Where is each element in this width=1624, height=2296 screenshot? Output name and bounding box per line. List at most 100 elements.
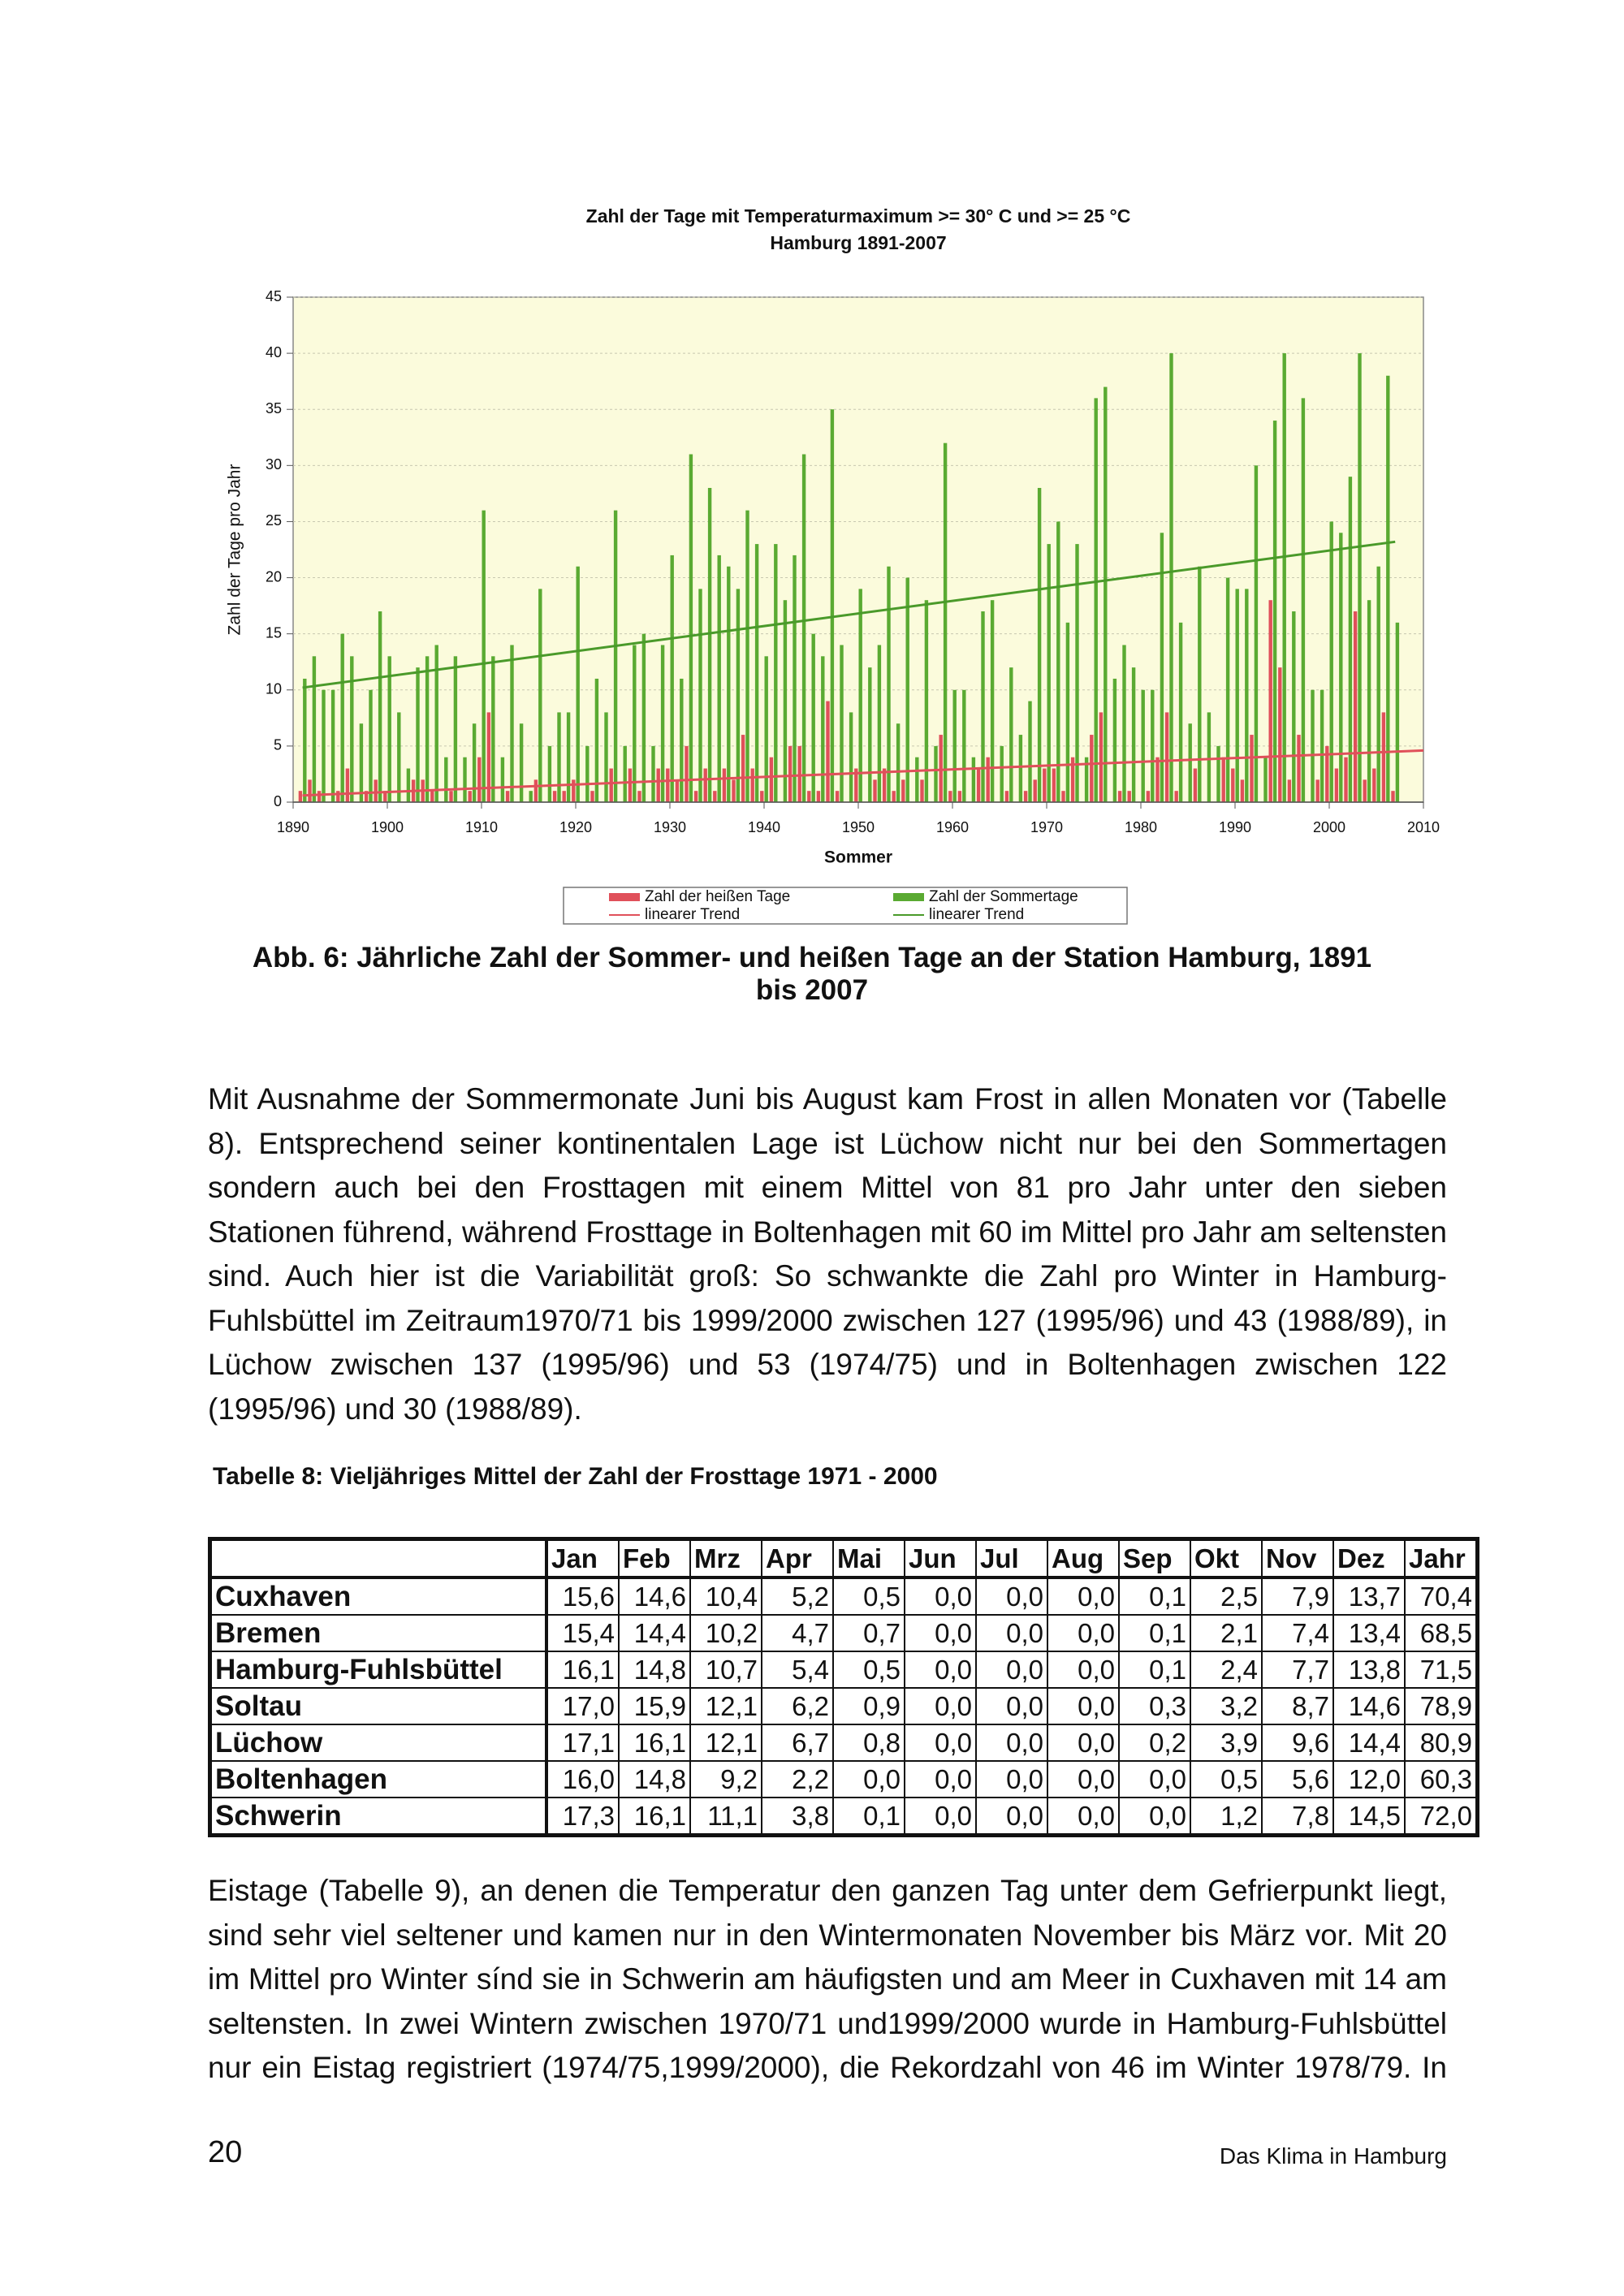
legend-swatch: [893, 893, 924, 901]
bar: [892, 791, 896, 802]
bar: [1216, 745, 1220, 802]
bar: [576, 566, 580, 802]
bar: [713, 791, 717, 802]
y-tick-label: 5: [274, 737, 282, 753]
bar: [449, 791, 453, 802]
bar: [948, 791, 952, 802]
legend-label: linearer Trend: [929, 906, 1024, 923]
station-name: Lüchow: [209, 1724, 548, 1762]
bar: [317, 791, 322, 802]
x-tick-label: 1930: [654, 819, 686, 835]
bar: [430, 791, 434, 802]
bar: [934, 745, 938, 802]
page-number: 20: [208, 2135, 243, 2169]
bar: [924, 600, 929, 802]
table-cell: 14,4: [1332, 1724, 1406, 1762]
bar: [1221, 757, 1225, 802]
bar: [651, 745, 655, 802]
bar: [868, 667, 872, 802]
table-cell: 15,6: [546, 1577, 620, 1616]
bar: [1131, 667, 1136, 802]
column-header: Nov: [1261, 1538, 1334, 1579]
bar: [807, 791, 811, 802]
bar: [1353, 611, 1358, 802]
bar: [613, 510, 618, 802]
x-tick-label: 1890: [277, 819, 309, 835]
column-header: Apr: [761, 1538, 834, 1579]
bar: [1325, 745, 1329, 802]
table-cell: 0,0: [975, 1797, 1048, 1836]
bar: [1320, 689, 1324, 802]
bar: [698, 589, 702, 802]
bar: [736, 589, 741, 802]
column-header: Feb: [618, 1538, 691, 1579]
bar: [1278, 667, 1282, 802]
bar: [1169, 353, 1173, 803]
column-header: Sep: [1118, 1538, 1191, 1579]
bar: [374, 779, 378, 802]
bar: [835, 791, 840, 802]
bar: [472, 723, 477, 802]
bar: [298, 791, 303, 802]
table-cell: 13,7: [1332, 1577, 1406, 1616]
bar: [491, 656, 495, 802]
bar: [538, 589, 542, 802]
bar: [594, 678, 599, 802]
x-tick-label: 2000: [1313, 819, 1345, 835]
table-cell: 2,1: [1190, 1614, 1263, 1652]
table-cell: 12,1: [689, 1724, 762, 1762]
bar: [769, 757, 774, 802]
bar: [703, 768, 707, 802]
bar: [552, 791, 557, 802]
table-row: Schwerin 17,3 16,1 11,1 3,8 0,1 0,0 0,0 0,0 0,0 1,…: [209, 1797, 1479, 1836]
x-tick-label: 1940: [748, 819, 780, 835]
table-cell: 0,9: [832, 1687, 905, 1725]
bar: [1391, 791, 1395, 802]
bar: [453, 656, 458, 802]
bar: [312, 656, 317, 802]
bar: [675, 779, 680, 802]
bar: [557, 712, 561, 802]
table-cell: 0,1: [1118, 1577, 1191, 1616]
bar: [505, 791, 510, 802]
table-cell: 0,0: [975, 1577, 1048, 1616]
bar: [1009, 667, 1013, 802]
figure-caption: Abb. 6: Jährliche Zahl der Sommer- und h…: [252, 942, 1372, 1006]
table-cell: 0,0: [1047, 1577, 1120, 1616]
bar: [826, 701, 830, 802]
x-tick-label: 1920: [559, 819, 592, 835]
table-cell: 3,9: [1190, 1724, 1263, 1762]
bar: [1254, 465, 1259, 802]
bar: [707, 487, 712, 802]
bar: [1386, 375, 1390, 802]
bar: [590, 791, 594, 802]
plot-area: [292, 296, 1424, 803]
table-cell: 5,6: [1261, 1760, 1334, 1798]
table-cell: 10,7: [689, 1651, 762, 1689]
bar: [1287, 779, 1292, 802]
bar: [633, 645, 637, 802]
table-row: Soltau 17,0 15,9 12,1 6,2 0,9 0,0 0,0 0,0 0,3 3,2 8…: [209, 1687, 1479, 1725]
bar: [750, 768, 754, 802]
table-cell: 14,4: [618, 1614, 691, 1652]
y-tick-label: 25: [266, 512, 282, 529]
bar: [1018, 735, 1023, 802]
bar: [1240, 779, 1245, 802]
bar: [1094, 398, 1098, 802]
bar: [444, 757, 448, 802]
table-cell: 6,7: [761, 1724, 834, 1762]
y-tick-label: 15: [266, 624, 282, 641]
bar: [858, 589, 862, 802]
table-cell: 12,0: [1332, 1760, 1406, 1798]
table-cell: 15,9: [618, 1687, 691, 1725]
legend-label: linearer Trend: [645, 906, 740, 923]
table-cell: 9,6: [1261, 1724, 1334, 1762]
bar: [641, 633, 646, 802]
bar: [397, 712, 401, 802]
bar: [1193, 768, 1198, 802]
bar: [693, 791, 698, 802]
bar: [519, 723, 524, 802]
bar: [566, 712, 571, 802]
bar: [1344, 757, 1348, 802]
bar: [1056, 521, 1060, 802]
